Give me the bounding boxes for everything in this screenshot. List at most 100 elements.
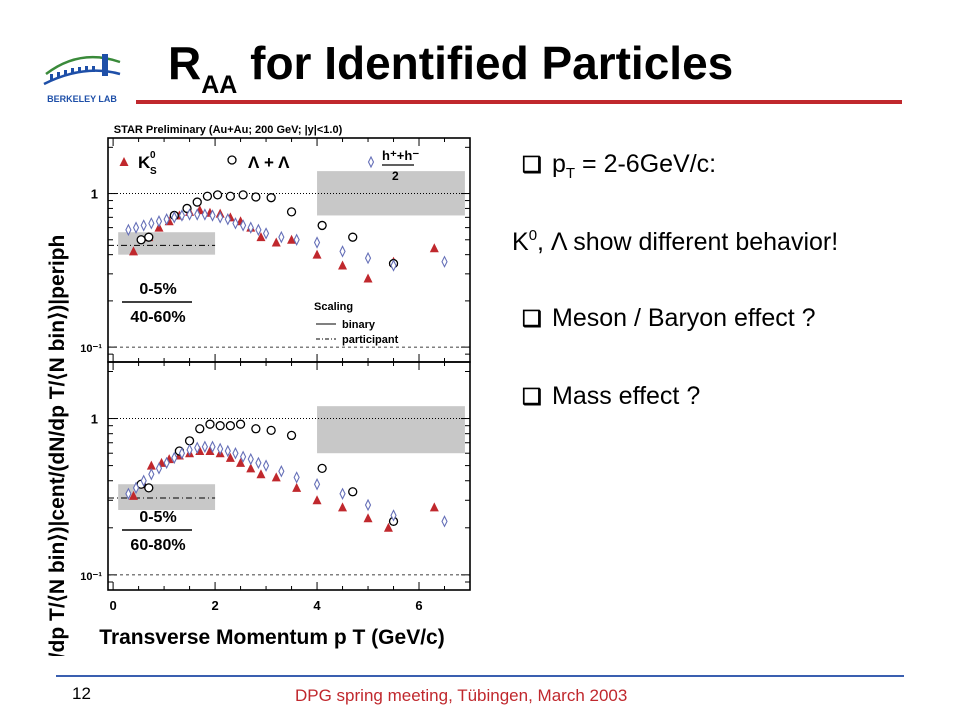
data-point-hh [262, 459, 270, 472]
bullet-1-p: p [552, 150, 566, 178]
data-point-hh [278, 465, 285, 478]
y-tick-label: 10⁻¹ [80, 571, 102, 583]
data-point-lambda [184, 436, 195, 446]
data-point-lambda [317, 463, 327, 474]
data-point-hh [201, 208, 208, 221]
uncertainty-band [317, 406, 465, 454]
data-point-hh [132, 221, 140, 234]
data-point-hh [313, 477, 321, 491]
data-point-lambda [195, 424, 205, 434]
data-point-hh [171, 451, 178, 465]
data-point-hh [224, 444, 231, 458]
centrality-label-bottom: 60-80% [130, 537, 185, 554]
statement-sup: 0 [528, 227, 538, 244]
legend-lambda-label: Λ + Λ [248, 153, 290, 172]
data-point-hh [232, 446, 239, 460]
chart-legend: K 0 S Λ + Λ h⁺+h⁻ 2 Scaling binary participant [119, 148, 419, 346]
bullet-meson-baryon: ❑ Meson / Baryon effect ? [522, 306, 816, 331]
legend-k0s-marker [119, 157, 129, 166]
footer-text: DPG spring meeting, Tübingen, March 2003 [295, 686, 628, 705]
data-point-lambda [286, 207, 297, 217]
centrality-label-bottom: 40-60% [130, 309, 185, 326]
data-point-hh [441, 255, 448, 268]
data-point-hh [364, 251, 372, 265]
svg-text:BERKELEY LAB: BERKELEY LAB [47, 94, 117, 104]
data-point-k0s [271, 472, 281, 482]
x-tick-label: 6 [415, 598, 422, 613]
legend-scaling-title: Scaling [314, 301, 353, 313]
x-axis-title: Transverse Momentum p T (GeV/c) [99, 626, 444, 649]
data-point-lambda [192, 197, 202, 207]
data-point-k0s [363, 513, 373, 523]
data-point-hh [239, 450, 247, 463]
data-point-hh [262, 227, 270, 240]
data-point-lambda [225, 191, 236, 201]
data-point-k0s [256, 232, 266, 242]
data-point-k0s [246, 463, 256, 473]
legend-participant-label: participant [342, 334, 399, 346]
data-point-k0s [225, 452, 235, 462]
data-point-hh [163, 456, 170, 470]
data-point-hh [390, 259, 397, 272]
data-point-hh [178, 209, 186, 222]
title-rest: for Identified Particles [237, 37, 734, 89]
data-point-k0s [271, 237, 281, 247]
data-point-hh [247, 452, 254, 466]
data-point-k0s [312, 249, 322, 259]
page-number: 12 [72, 684, 91, 703]
data-point-hh [155, 215, 163, 228]
data-point-hh [209, 440, 216, 453]
data-point-hh [148, 468, 155, 481]
title-r: R [168, 37, 202, 89]
data-point-k0s [429, 502, 439, 512]
data-point-hh [232, 217, 239, 230]
data-point-hh [339, 245, 346, 258]
checkbox-bullet-icon: ❑ [522, 306, 542, 331]
legend-k0s-sup: 0 [150, 150, 156, 161]
statement-k0-lambda: K0, Λ show different behavior! [512, 227, 838, 256]
panel-bottom: 1 10⁻¹ 0-5% 60-80% [80, 361, 471, 591]
bullet-3-text: Meson / Baryon effect ? [552, 304, 816, 332]
x-axis: 0 2 4 6 [109, 598, 422, 613]
checkbox-bullet-icon: ❑ [522, 384, 542, 409]
data-point-lambda [136, 235, 146, 245]
data-point-hh [255, 223, 262, 237]
footer-line [56, 675, 904, 677]
data-point-hh [209, 209, 216, 222]
data-point-hh [255, 456, 262, 470]
y-tick-label: 10⁻¹ [80, 343, 102, 355]
data-point-lambda [251, 192, 261, 202]
data-point-hh [278, 230, 285, 244]
centrality-label-top: 0-5% [139, 509, 176, 526]
data-point-hh [186, 443, 193, 457]
data-point-k0s [128, 490, 138, 500]
data-point-k0s [312, 495, 322, 505]
centrality-label-top: 0-5% [139, 281, 176, 298]
data-point-lambda [348, 487, 358, 497]
data-point-lambda [317, 220, 327, 231]
legend-hadron-marker [367, 155, 375, 169]
legend-hadron-den: 2 [392, 169, 399, 183]
statement-k: K [512, 228, 529, 256]
data-point-hh [339, 487, 346, 501]
data-point-k0s [128, 246, 138, 256]
data-point-k0s [205, 445, 215, 455]
y-tick-label: 1 [91, 412, 98, 427]
data-point-hh [364, 498, 372, 512]
data-point-lambda [266, 193, 276, 203]
data-point-lambda [251, 424, 261, 434]
bullet-mass-effect: ❑ Mass effect ? [522, 384, 700, 409]
x-tick-label: 2 [211, 598, 218, 613]
data-point-hh [132, 481, 140, 495]
panel-frame [107, 361, 471, 591]
chart-title: STAR Preliminary (Au+Au; 200 GeV; |y|<1.… [114, 124, 343, 136]
data-point-hh [390, 509, 397, 522]
data-point-hh [140, 219, 147, 232]
data-point-hh [186, 208, 193, 221]
data-point-lambda [238, 190, 248, 200]
bullet-1-sub: T [565, 165, 576, 182]
data-point-k0s [429, 243, 439, 253]
data-point-hh [239, 219, 247, 232]
title-underline [136, 100, 902, 104]
y-axis-title: (dN/dp T/⟨N bin⟩)|cent/(dN/dp T/⟨N bin⟩)… [46, 235, 69, 656]
